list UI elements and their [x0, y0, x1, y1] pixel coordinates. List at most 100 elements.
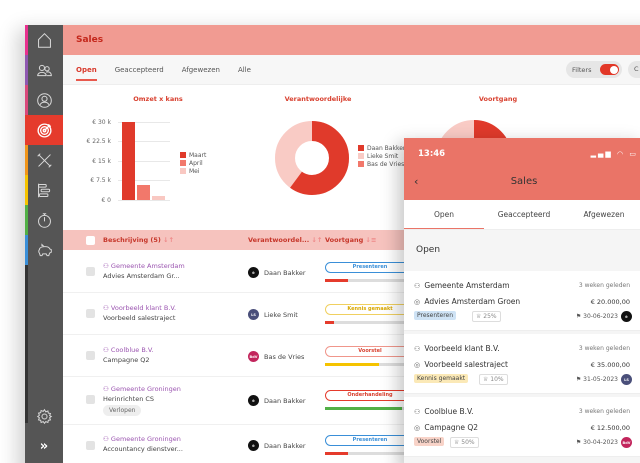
card-description: ◎ Campagne Q2: [414, 423, 478, 432]
table-row[interactable]: ⚇ Gemeente Amsterdam Advies Amsterdam Gr…: [63, 251, 640, 293]
legend-label: Bas de Vries: [367, 160, 405, 168]
sidebar-item-contacts[interactable]: [25, 55, 63, 85]
gridline: [118, 200, 170, 201]
progress-bar: [325, 321, 415, 324]
row-organization[interactable]: ⚇ Coolblue B.V.: [103, 346, 154, 354]
filters-toggle-button[interactable]: Filters: [566, 61, 622, 78]
chance-label: 10%: [490, 376, 504, 383]
trophy-icon: ♕: [454, 439, 462, 446]
column-label: Verantwoordel...: [248, 236, 310, 244]
column-label: Beschrijving (5): [103, 236, 161, 244]
card-chance-badge: ♕ 10%: [479, 374, 508, 385]
column-header-responsible[interactable]: Verantwoordel... ↓↑: [248, 236, 325, 244]
page-title: Sales: [76, 35, 104, 45]
mobile-tab-bar: Open Geaccepteerd Afgewezen: [404, 200, 640, 230]
sidebar-item-tools[interactable]: [25, 145, 63, 175]
chance-label: 25%: [483, 313, 497, 320]
back-button[interactable]: ‹: [414, 175, 419, 188]
mobile-tab-afgewezen[interactable]: Afgewezen: [583, 210, 625, 219]
org-label: Gemeente Groningen: [110, 385, 181, 393]
org-label: Coolblue B.V.: [110, 346, 154, 354]
table-row[interactable]: ⚇ Voorbeeld klant B.V. Voorbeeld salestr…: [63, 293, 640, 335]
sidebar-item-settings[interactable]: [25, 401, 63, 431]
gridline: [118, 180, 170, 181]
table-row[interactable]: ⚇ Coolblue B.V. Campagne Q2 BdV Bas de Vr…: [63, 335, 640, 377]
card-chance-badge: ♕ 25%: [472, 311, 501, 322]
sort-icon: ↓≡: [365, 236, 377, 244]
sidebar-stripe: [25, 25, 28, 55]
select-all-checkbox[interactable]: [86, 235, 95, 245]
sidebar-item-sales[interactable]: [25, 115, 63, 145]
table-row[interactable]: ⚇ Gemeente Groningen Accountancy dienstv…: [63, 425, 640, 463]
org-label: Voorbeeld klant B.V.: [424, 344, 500, 353]
sidebar-item-home[interactable]: [25, 25, 63, 55]
card-date: ⚑ 31-05-2023: [576, 376, 618, 383]
sidebar-stripe: [25, 145, 28, 175]
tab-afgewezen[interactable]: Afgewezen: [181, 65, 220, 74]
card-amount: € 12.500,00: [590, 424, 630, 432]
row-description: Voorbeeld salestraject: [103, 314, 176, 322]
card-organization: ⚇ Coolblue B.V.: [414, 407, 474, 416]
card-description: ◎ Voorbeeld salestraject: [414, 360, 508, 369]
target-icon: ◎: [414, 361, 421, 369]
stage-badge: Onderhandeling: [325, 390, 415, 401]
date-label: 30-06-2023: [583, 313, 618, 320]
row-organization[interactable]: ⚇ Gemeente Groningen: [103, 385, 181, 393]
contacts-icon: [36, 64, 52, 76]
trophy-icon: ♕: [483, 376, 491, 383]
target-icon: [36, 122, 52, 138]
sidebar-expand-button[interactable]: »: [25, 431, 63, 461]
tab-open[interactable]: Open: [76, 55, 97, 85]
mobile-header: 13:46 ▂▄▆ ◠ ▭ ‹ Sales: [404, 138, 640, 200]
sidebar-stripe: [25, 205, 28, 235]
mobile-card[interactable]: ⚇ Gemeente Amsterdam 3 weken geleden ◎ A…: [404, 271, 640, 331]
row-checkbox[interactable]: [86, 395, 95, 404]
sidebar-stripe: [25, 265, 28, 423]
person-name: Daan Bakker: [264, 396, 306, 405]
column-header-description[interactable]: Beschrijving (5) ↓↑: [103, 236, 248, 244]
row-organization[interactable]: ⚇ Gemeente Groningen: [103, 435, 181, 443]
mobile-card[interactable]: ⚇ Coolblue B.V. 3 weken geleden ◎ Campag…: [404, 397, 640, 457]
y-tick: € 7.5 k: [90, 177, 111, 184]
row-checkbox[interactable]: [86, 267, 95, 276]
contacts-icon: ⚇: [414, 282, 421, 290]
sidebar-item-planning[interactable]: [25, 175, 63, 205]
toggle-switch[interactable]: [600, 64, 619, 75]
sidebar-item-time[interactable]: [25, 205, 63, 235]
column-header-progress[interactable]: Voortgang ↓≡: [325, 236, 376, 244]
mobile-tab-geaccepteerd[interactable]: Geaccepteerd: [497, 210, 551, 219]
card-date: ⚑ 30-04-2023: [576, 439, 618, 446]
chance-label: 50%: [461, 439, 475, 446]
mobile-tab-open[interactable]: Open: [404, 200, 484, 229]
row-description: Campagne Q2: [103, 356, 150, 364]
row-organization[interactable]: ⚇ Gemeente Amsterdam: [103, 262, 185, 270]
status-time: 13:46: [418, 149, 446, 159]
card-amount: € 35.000,00: [590, 361, 630, 369]
gear-icon: [36, 408, 52, 424]
row-checkbox[interactable]: [86, 441, 95, 450]
chart-title-verantwoordelijke: Verantwoordelijke: [284, 95, 352, 103]
row-checkbox[interactable]: [86, 309, 95, 318]
row-checkbox[interactable]: [86, 351, 95, 360]
desc-label: Campagne Q2: [424, 423, 479, 432]
tab-alle[interactable]: Alle: [237, 65, 251, 74]
contacts-icon: ⚇: [103, 385, 111, 393]
gridline: [118, 122, 170, 123]
sidebar-item-profile[interactable]: [25, 85, 63, 115]
row-description: Advies Amsterdam Gr...: [103, 272, 180, 280]
row-organization[interactable]: ⚇ Voorbeeld klant B.V.: [103, 304, 176, 312]
card-description: ◎ Advies Amsterdam Groen: [414, 297, 520, 306]
legend-label: Maart: [189, 151, 207, 159]
person-name: Lieke Smit: [264, 310, 298, 319]
legend-label: Mei: [189, 167, 200, 175]
extra-button[interactable]: C: [628, 61, 640, 78]
org-label: Gemeente Amsterdam: [424, 281, 510, 290]
table-row[interactable]: ⚇ Gemeente Groningen Herinrichten CS Ver…: [63, 377, 640, 425]
sidebar-item-finance[interactable]: [25, 235, 63, 265]
avatar: ⊛: [248, 267, 259, 278]
row-responsible: ⊛ Daan Bakker: [248, 395, 306, 406]
tab-geaccepteerd[interactable]: Geaccepteerd: [114, 65, 164, 74]
y-tick: € 22.5 k: [86, 138, 111, 145]
flag-icon: ⚑: [575, 439, 584, 446]
mobile-card[interactable]: ⚇ Voorbeeld klant B.V. 3 weken geleden ◎…: [404, 334, 640, 394]
